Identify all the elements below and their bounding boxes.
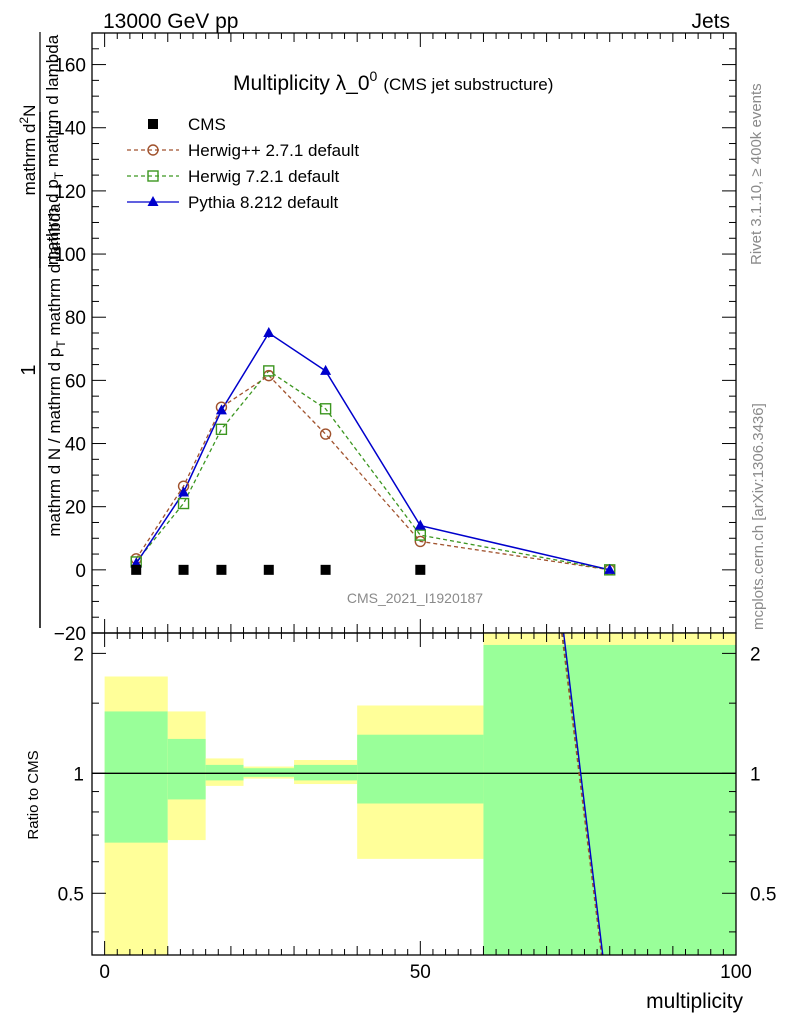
ratio-band-green-4 — [294, 764, 358, 781]
point-2-5 — [414, 529, 427, 541]
ytick-label-5: 80 — [65, 308, 86, 329]
point-0-3 — [263, 564, 274, 575]
ylabel-denominator: mathrm d N / mathrm d pT mathrm d lambda — [45, 203, 68, 537]
ratio-band-green-6 — [483, 644, 736, 955]
ratio-band-green-5 — [357, 734, 484, 804]
ratio-band-green-0 — [104, 711, 168, 843]
series-line-3 — [135, 331, 610, 571]
x-axis-label: multiplicity — [646, 990, 743, 1013]
point-2-3 — [263, 365, 275, 377]
legend-marker-3 — [147, 196, 159, 206]
ytick-label-1: 0 — [75, 561, 86, 582]
analysis-watermark: CMS_2021_I1920187 — [347, 590, 483, 606]
ytick-label-3: 40 — [65, 435, 86, 456]
chart-title: Multiplicity λ_00 (CMS jet substructure) — [233, 68, 553, 95]
rtick-label-left-0: 0.5 — [58, 884, 84, 905]
ylabel-num-1: 1 — [18, 364, 40, 375]
point-2-2 — [215, 423, 228, 436]
ylabel-inner-fraction: mathrm d2N mathrm d pT mathrm d lambda — [17, 32, 66, 268]
ratio-ylabel: Ratio to CMS — [25, 750, 42, 839]
rtick-label-left-2: 2 — [73, 644, 84, 665]
point-2-1 — [177, 497, 190, 510]
legend-label-3: Pythia 8.212 default — [188, 193, 339, 212]
point-0-5 — [415, 564, 426, 575]
point-1-4 — [319, 428, 332, 440]
header-left: 13000 GeV pp — [103, 10, 238, 33]
ytick-label-8: 140 — [54, 119, 86, 140]
legend-label-0: CMS — [188, 115, 226, 134]
ratio-band-green-1 — [167, 738, 206, 800]
ylabel-inner-den: mathrm d pT mathrm d lambda — [43, 34, 66, 265]
ratio-band-green-3 — [243, 768, 295, 777]
main-panel: −20 0 20 40 60 80 100 120 140 160 — [54, 32, 737, 645]
point-0-1 — [178, 564, 189, 575]
chart-title-note: (CMS jet substructure) — [383, 75, 553, 94]
point-0-2 — [216, 564, 227, 575]
point-1-5 — [414, 535, 427, 548]
point-2-4 — [319, 403, 332, 415]
point-0-4 — [320, 564, 331, 575]
mcplots-label: mcplots.cern.ch [arXiv:1306.3436] — [750, 403, 767, 630]
ytick-label-9: 160 — [54, 56, 86, 77]
ylabel-numerator: 1 — [18, 364, 40, 375]
rtick-label-right-0: 0.5 — [750, 884, 776, 905]
rivet-label: Rivet 3.1.10, ≥ 400k events — [748, 83, 765, 265]
rtick-label-left-1: 1 — [73, 764, 84, 785]
legend-marker-2 — [147, 170, 159, 182]
ratio-panel: 0 50 100 0.5 0.5 1 1 2 2 — [58, 632, 776, 983]
point-3-2 — [215, 404, 227, 415]
point-3-1 — [178, 486, 190, 497]
ylabel-inner-num: mathrm d2N — [17, 105, 39, 196]
ytick-label-7: 120 — [54, 182, 86, 203]
point-3-6 — [604, 563, 616, 574]
header-right: Jets — [691, 10, 730, 33]
ratio-line-2 — [562, 632, 604, 956]
ytick-label-6: 100 — [54, 245, 86, 266]
rtick-label-right-1: 1 — [750, 764, 761, 785]
chart-title-sup: 0 — [370, 68, 378, 84]
rtick-label-right-2: 2 — [750, 644, 761, 665]
point-3-5 — [414, 519, 426, 530]
legend-label-2: Herwig 7.2.1 default — [188, 167, 339, 186]
ratio-frame — [91, 632, 737, 956]
point-3-4 — [320, 364, 332, 375]
xtick-label-0: 0 — [99, 962, 110, 983]
point-0-0 — [131, 564, 142, 575]
legend-label-1: Herwig++ 2.7.1 default — [188, 141, 359, 160]
legend-marker-1 — [147, 144, 159, 156]
chart-title-main: Multiplicity λ_0 — [233, 72, 370, 95]
xtick-label-1: 50 — [410, 962, 431, 983]
main-ylabel: 1 mathrm d N / mathrm d pT mathrm d lamb… — [18, 112, 68, 628]
legend: CMS Herwig++ 2.7.1 default Herwig 7.2.1 de… — [127, 115, 359, 212]
ratio-line-1 — [561, 632, 603, 956]
ytick-label-4: 60 — [65, 371, 86, 392]
ytick-label-2: 20 — [65, 498, 86, 519]
xtick-label-2: 100 — [720, 962, 752, 983]
legend-marker-0 — [148, 119, 158, 129]
ytick-label-0: −20 — [54, 624, 86, 645]
series-line-2 — [135, 370, 610, 571]
ratio-band-green-2 — [205, 764, 244, 781]
